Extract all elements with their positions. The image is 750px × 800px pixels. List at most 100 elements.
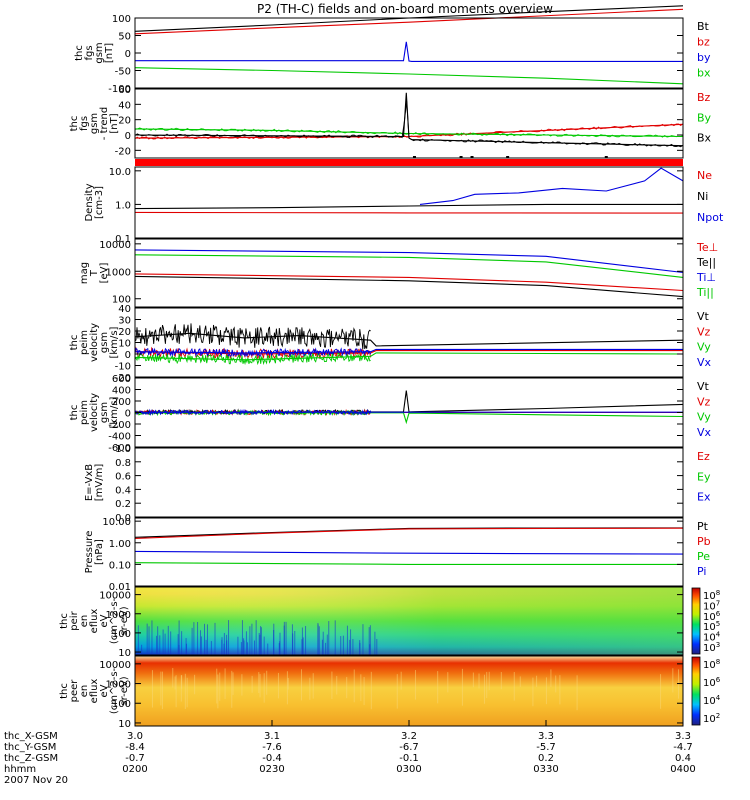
ytick-label: 10.0: [109, 167, 131, 178]
ylabel: fgs: [84, 45, 95, 60]
ylabel: en: [79, 615, 90, 628]
panel-frame: [134, 586, 684, 656]
ylabel: thc: [59, 613, 70, 629]
legend-Ez: Ez: [697, 450, 710, 463]
ylabel: (cm^2-s-: [109, 667, 120, 714]
series-Ti||: [134, 254, 684, 278]
legend-Pb: Pb: [697, 535, 711, 548]
series-bz: [134, 8, 684, 35]
legend-Ni: Ni: [697, 190, 708, 203]
series-Vy: [134, 352, 684, 361]
ytick-label: -100: [108, 84, 131, 95]
colorbar-scale: [691, 656, 701, 726]
series-Bx-noise: [134, 101, 684, 148]
series-Vx-noise: [134, 408, 372, 417]
ylabel: [cm-3]: [94, 186, 105, 219]
ylabel: thc: [59, 683, 70, 699]
colorbar-tick-label: 107: [703, 599, 720, 612]
ytick-label: 20: [118, 327, 131, 338]
panel-frame: [134, 447, 684, 518]
quality-flag-mark: [470, 156, 474, 158]
ylabel: peim: [79, 400, 90, 425]
xtick-label: 0400: [670, 764, 695, 775]
legend-bz: bz: [697, 36, 710, 49]
ylabel: thc: [74, 45, 85, 61]
ytick-label: 1000: [106, 680, 131, 691]
quality-flag-mark: [604, 156, 608, 158]
ytick-label: -20: [115, 146, 131, 157]
ylabel: T: [89, 269, 100, 277]
xtick-label: 0300: [396, 764, 421, 775]
legend-Vy: Vy: [697, 341, 711, 354]
ytick-label: -50: [115, 67, 131, 78]
quality-flag-mark: [506, 156, 510, 158]
ytick-label: 0.6: [115, 472, 131, 483]
ytick-label: 10: [118, 648, 131, 659]
legend-By: By: [697, 111, 712, 124]
xtick-label: -0.4: [262, 753, 282, 764]
panel-peer_en_eflux: 108 106 104 102 10000 1000 100 10 thc peer en eflux…: [59, 655, 721, 730]
legend-Ti||: Ti||: [696, 286, 714, 299]
ytick-label: 1000: [106, 267, 131, 278]
quality-flag-bar: [135, 159, 683, 166]
ylabel: thc: [69, 405, 80, 421]
colorbar-tick-label: 106: [703, 676, 721, 689]
legend-Ey: Ey: [697, 470, 711, 483]
ylabel: en: [79, 685, 90, 698]
xtick-label: 3.3: [675, 731, 691, 742]
legend-Vz: Vz: [697, 325, 711, 338]
ylabel: peim: [79, 330, 90, 355]
xtick-label: 0.4: [675, 753, 691, 764]
ytick-label: 10: [118, 339, 131, 350]
series-Bz: [134, 123, 684, 139]
ylabel: - trend: [99, 107, 110, 140]
ytick-label: -600: [108, 443, 131, 454]
data-quality-bar: [135, 156, 683, 166]
panel-pressure: 10.00 1.00 0.10 0.01 Pressure [nPa] Pt Pb Pe Pi: [84, 517, 711, 593]
quality-flag-mark: [459, 156, 463, 158]
xtick-label: -0.7: [125, 753, 145, 764]
ylabel: sr-eV): [119, 606, 130, 635]
legend-Pi: Pi: [697, 565, 706, 578]
colorbar-tick-label: 103: [703, 641, 720, 654]
ytick-label: 10.00: [102, 517, 131, 528]
legend-Vz: Vz: [697, 395, 711, 408]
ylabel: peer: [69, 679, 80, 703]
series-Vt: [135, 390, 684, 413]
legend-Ex: Ex: [697, 491, 711, 504]
ylabel: fgs: [79, 116, 90, 131]
colorbar-tick-label: 108: [703, 589, 720, 602]
ytick-label: 1.0: [115, 200, 131, 211]
x-axis-labels: thc_X-GSM thc_Y-GSM thc_Z-GSM hhmm 2007 …: [4, 720, 696, 786]
legend-Vt: Vt: [697, 310, 710, 323]
series-Vy-noise: [134, 351, 371, 366]
ylabel: gsm: [99, 402, 110, 423]
ylabel: [nT]: [104, 43, 115, 63]
ytick-label: 30: [118, 316, 131, 327]
panel-frame: [134, 88, 684, 159]
ytick-label: 0.1: [115, 234, 131, 245]
ytick-label: 0.8: [115, 458, 131, 469]
series-Vt-noise: [134, 323, 371, 350]
legend-Te||: Te||: [696, 256, 716, 269]
legend-Te⊥: Te⊥: [696, 241, 718, 254]
xtick-label: 3.0: [127, 731, 143, 742]
series-Ni: [134, 203, 683, 210]
ylabel: (cm^2-s-: [109, 597, 120, 644]
ytick-label: 10000: [99, 660, 131, 671]
xrow-name-3: hhmm: [4, 764, 36, 775]
legend-Vx: Vx: [697, 356, 712, 369]
ylabel: gsm: [89, 113, 100, 134]
ylabel: velocity: [89, 323, 100, 362]
xtick-label: 0230: [259, 764, 284, 775]
ytick-label: 0.01: [109, 582, 131, 593]
panel-frame: [134, 307, 684, 378]
xrow-name-0: thc_X-GSM: [4, 731, 58, 742]
ylabel: Density: [84, 183, 95, 221]
ytick-label: 600: [112, 374, 131, 385]
legend-by: by: [697, 51, 711, 64]
ytick-label: 40: [118, 304, 131, 315]
